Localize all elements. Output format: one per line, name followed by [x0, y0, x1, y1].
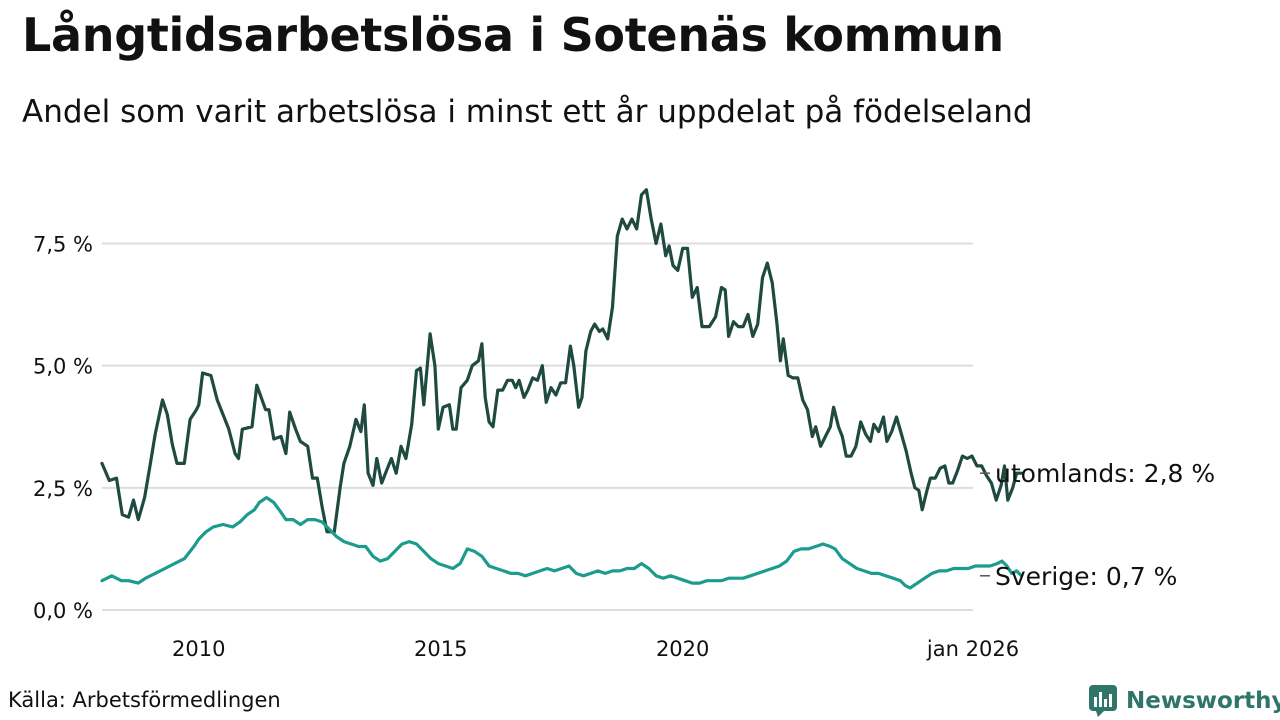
- y-tick-label: 7,5 %: [33, 233, 93, 257]
- x-tick-label: 2015: [414, 637, 467, 661]
- newsworthy-logo-icon: [1089, 685, 1117, 717]
- y-axis-ticks: 0,0 % 2,5 % 5,0 % 7,5 %: [33, 233, 93, 623]
- source-note: Källa: Arbetsförmedlingen: [8, 688, 281, 712]
- x-tick-label: 2010: [172, 637, 225, 661]
- x-axis-ticks: 2010 2015 2020 jan 2026: [172, 637, 1019, 661]
- x-tick-label: jan 2026: [926, 637, 1019, 661]
- series-end-labels: utomlands: 2,8 % Sverige: 0,7 %: [980, 459, 1215, 591]
- series-line-utomlands: [100, 188, 1024, 534]
- x-tick-label: 2020: [656, 637, 709, 661]
- series-line-sverige: [100, 496, 1024, 590]
- series-lines: [100, 188, 1024, 590]
- y-tick-label: 0,0 %: [33, 599, 93, 623]
- series-end-label-utomlands: utomlands: 2,8 %: [995, 459, 1215, 488]
- chart-title: Långtidsarbetslösa i Sotenäs kommun: [22, 8, 1004, 62]
- brand-name: Newsworthy: [1126, 688, 1280, 714]
- chart-subtitle: Andel som varit arbetslösa i minst ett å…: [22, 94, 1033, 130]
- y-tick-label: 5,0 %: [33, 355, 93, 379]
- gridlines: [102, 242, 973, 611]
- y-tick-label: 2,5 %: [33, 477, 93, 501]
- brand-logo: Newsworthy: [1088, 683, 1280, 719]
- series-end-label-sverige: Sverige: 0,7 %: [995, 562, 1177, 591]
